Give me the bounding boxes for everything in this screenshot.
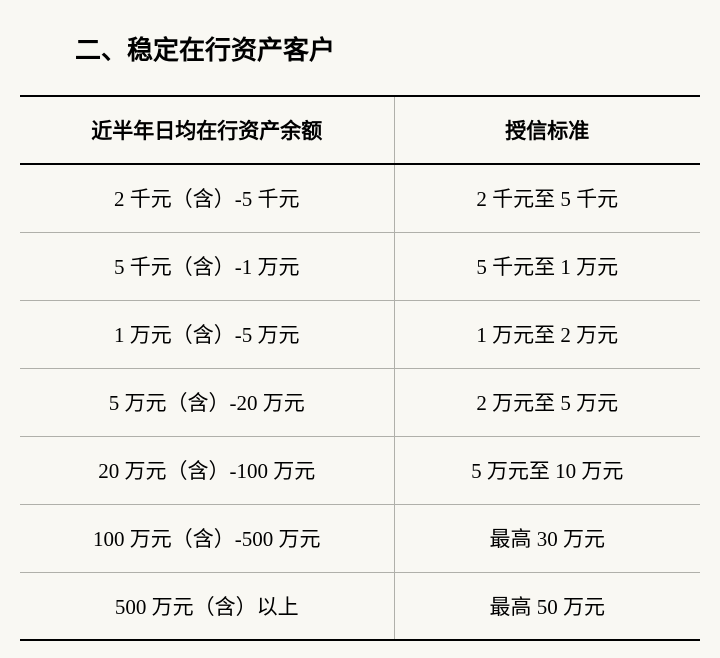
credit-table-container: 近半年日均在行资产余额 授信标准 2 千元（含）-5 千元 2 千元至 5 千元… — [20, 95, 700, 641]
cell-credit-standard: 5 千元至 1 万元 — [394, 232, 700, 300]
cell-credit-standard: 2 千元至 5 千元 — [394, 164, 700, 232]
credit-table: 近半年日均在行资产余额 授信标准 2 千元（含）-5 千元 2 千元至 5 千元… — [20, 95, 700, 641]
table-row: 20 万元（含）-100 万元 5 万元至 10 万元 — [20, 436, 700, 504]
cell-asset-balance: 20 万元（含）-100 万元 — [20, 436, 394, 504]
cell-credit-standard: 1 万元至 2 万元 — [394, 300, 700, 368]
cell-asset-balance: 100 万元（含）-500 万元 — [20, 504, 394, 572]
cell-asset-balance: 5 千元（含）-1 万元 — [20, 232, 394, 300]
table-row: 2 千元（含）-5 千元 2 千元至 5 千元 — [20, 164, 700, 232]
col-header-asset-balance: 近半年日均在行资产余额 — [20, 96, 394, 164]
col-header-credit-standard: 授信标准 — [394, 96, 700, 164]
table-header-row: 近半年日均在行资产余额 授信标准 — [20, 96, 700, 164]
cell-credit-standard: 最高 50 万元 — [394, 572, 700, 640]
table-row: 100 万元（含）-500 万元 最高 30 万元 — [20, 504, 700, 572]
table-row: 5 万元（含）-20 万元 2 万元至 5 万元 — [20, 368, 700, 436]
cell-asset-balance: 1 万元（含）-5 万元 — [20, 300, 394, 368]
table-row: 1 万元（含）-5 万元 1 万元至 2 万元 — [20, 300, 700, 368]
cell-asset-balance: 2 千元（含）-5 千元 — [20, 164, 394, 232]
cell-credit-standard: 最高 30 万元 — [394, 504, 700, 572]
cell-credit-standard: 2 万元至 5 万元 — [394, 368, 700, 436]
cell-asset-balance: 500 万元（含）以上 — [20, 572, 394, 640]
section-title: 二、稳定在行资产客户 — [75, 30, 700, 67]
table-row: 500 万元（含）以上 最高 50 万元 — [20, 572, 700, 640]
table-row: 5 千元（含）-1 万元 5 千元至 1 万元 — [20, 232, 700, 300]
cell-credit-standard: 5 万元至 10 万元 — [394, 436, 700, 504]
cell-asset-balance: 5 万元（含）-20 万元 — [20, 368, 394, 436]
